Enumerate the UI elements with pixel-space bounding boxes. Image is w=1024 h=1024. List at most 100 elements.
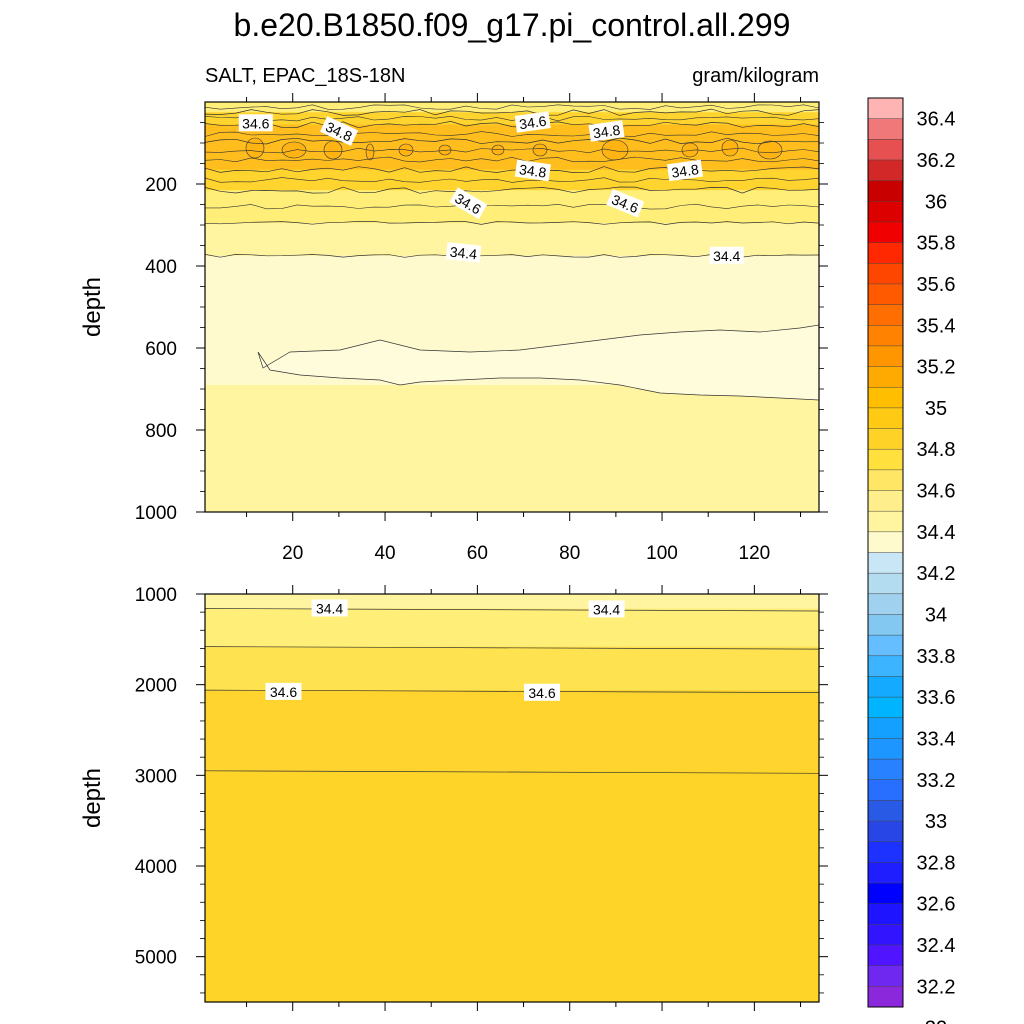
upper-contour-fill <box>205 102 820 513</box>
colorbar-swatch <box>868 903 903 925</box>
contour-line <box>204 121 820 129</box>
contour-label-text: 34.4 <box>449 244 478 263</box>
x-tick-label: 120 <box>739 543 771 564</box>
colorbar-swatch <box>868 945 903 967</box>
y-tick-label: 1000 <box>135 585 177 606</box>
contour-line <box>204 608 820 612</box>
colorbar-swatch <box>868 821 903 843</box>
contour-label-text: 34.4 <box>593 601 620 617</box>
colorbar-swatch <box>868 242 903 264</box>
lower-panel: 34.4 34.4 34.6 34.6 1000 2000 3000 4000 5000 de… <box>79 585 828 1011</box>
colorbar-swatch <box>868 697 903 719</box>
colorbar-swatch <box>868 407 903 429</box>
contour-line <box>204 186 820 194</box>
colorbar-swatch <box>868 387 903 409</box>
x-tick-label: 40 <box>374 543 395 564</box>
colorbar-swatch <box>868 800 903 822</box>
lower-contour-fill <box>205 594 819 1003</box>
colorbar-swatch <box>868 717 903 739</box>
colorbar-label: 32.8 <box>917 852 956 874</box>
salinity-maximum-patch <box>532 143 548 157</box>
y-tick-label: 4000 <box>135 857 177 878</box>
y-tick-label: 200 <box>145 175 177 196</box>
colorbar-swatch <box>868 635 903 657</box>
contour-label-box <box>514 159 551 182</box>
x-tick-label: 20 <box>282 543 303 564</box>
colorbar-frame <box>867 97 904 1008</box>
contour-band <box>205 190 819 224</box>
colorbar-swatch <box>868 883 903 905</box>
colorbar-label: 33.6 <box>917 687 956 709</box>
colorbar-swatch <box>868 469 903 491</box>
colorbar-swatch <box>868 759 903 781</box>
colorbar-swatch <box>868 98 903 120</box>
colorbar-swatch <box>868 263 903 285</box>
colorbar-swatch <box>868 738 903 760</box>
contour-label-box <box>320 116 359 146</box>
contour-label-text: 34.4 <box>316 601 343 617</box>
colorbar-swatch <box>868 283 903 305</box>
contour-label-box <box>709 246 744 264</box>
colorbar-label: 33.2 <box>917 770 956 792</box>
contour-label-text: 34.6 <box>518 113 547 133</box>
variable-label: SALT, EPAC_18S-18N <box>205 65 405 87</box>
lower-ylabel: depth <box>79 768 106 828</box>
colorbar-swatch <box>868 511 903 533</box>
y-tick-label: 5000 <box>135 948 177 969</box>
contour-line <box>204 137 820 145</box>
colorbar-swatch <box>868 449 903 471</box>
contour-label: 34.4 <box>588 600 625 618</box>
colorbar-swatch <box>868 531 903 553</box>
contour-label: 34.8 <box>667 159 704 182</box>
colorbar-swatch <box>868 841 903 863</box>
contour-line <box>204 104 820 110</box>
contour-label-box <box>667 159 704 182</box>
contour-label-box <box>588 120 625 142</box>
contour-label: 34.8 <box>514 159 551 182</box>
y-tick-label: 1000 <box>135 503 177 524</box>
contour-label-box <box>588 600 625 618</box>
colorbar-label: 36.2 <box>917 150 956 172</box>
contour-label-box <box>606 188 645 218</box>
y-tick-label: 400 <box>145 257 177 278</box>
colorbar-swatch <box>868 159 903 182</box>
contour-band <box>205 124 819 142</box>
colorbar-swatch <box>868 201 903 223</box>
contour-band <box>205 594 819 610</box>
contour-label-box <box>524 683 560 701</box>
contour-label-box <box>514 111 551 133</box>
colorbar-swatch <box>868 118 903 140</box>
salinity-maximum-patch <box>245 137 265 159</box>
colorbar-label: 35.4 <box>917 315 956 337</box>
colorbar-label: 33.8 <box>917 646 956 668</box>
contour-label-box <box>311 599 348 617</box>
contour-line <box>204 646 820 650</box>
colorbar-swatch <box>868 345 903 367</box>
salinity-maximum-patch <box>757 140 783 160</box>
contour-line <box>204 156 820 163</box>
upper-ylabel: depth <box>79 277 106 337</box>
contour-line <box>204 770 820 774</box>
colorbar-swatch <box>868 221 903 244</box>
contour-band <box>205 690 819 772</box>
contour-line <box>204 177 820 183</box>
colorbar-label: 33.4 <box>917 728 956 750</box>
colorbar-swatch <box>868 986 903 1008</box>
contour-line <box>204 221 820 225</box>
colorbar-label: 32 <box>925 1018 947 1024</box>
salinity-maximum-patch <box>491 144 505 156</box>
colorbar-label: 32.2 <box>917 976 956 998</box>
colorbar-label: 35 <box>925 398 947 420</box>
colorbar-swatch <box>868 965 903 987</box>
colorbar-swatch <box>868 614 903 636</box>
colorbar-label: 32.6 <box>917 894 956 916</box>
contour-label: 34.6 <box>265 682 302 700</box>
contour-line <box>204 147 820 154</box>
contour-label-text: 34.8 <box>592 122 621 142</box>
units-label: gram/kilogram <box>692 65 819 87</box>
contour-label: 34.6 <box>514 111 551 133</box>
lower-contour-labels: 34.4 34.4 34.6 34.6 <box>265 599 625 701</box>
contour-label-box <box>238 114 273 132</box>
colorbar-label: 36 <box>925 191 947 213</box>
